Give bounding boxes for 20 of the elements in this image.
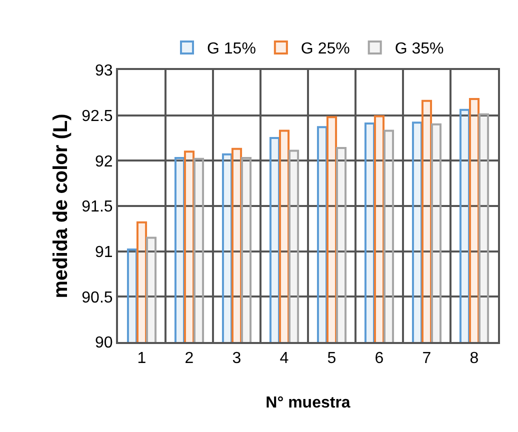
y-tick-label: 92.5 [82, 108, 113, 125]
x-tick-label: 5 [327, 350, 336, 368]
x-tick-label: 2 [184, 350, 194, 368]
y-tick-label: 92 [95, 153, 113, 170]
y-tick-label: 93 [95, 62, 113, 80]
x-tick-label: 8 [470, 350, 479, 368]
y-tick-label: 90 [95, 334, 113, 352]
legend-label: G 25% [300, 40, 350, 58]
x-axis-title: N° muestra [266, 394, 350, 412]
legend-label: G 15% [207, 40, 256, 58]
x-tick-label: 1 [137, 350, 146, 368]
x-tick-label: 7 [422, 350, 432, 368]
x-tick-label: 4 [280, 350, 289, 368]
x-tick-label: 6 [374, 350, 384, 368]
y-tick-label: 90.5 [82, 289, 113, 306]
y-tick-label: 91.5 [82, 198, 113, 216]
y-tick-label: 91 [95, 244, 113, 261]
x-tick-label: 3 [232, 350, 242, 368]
y-axis-title: medida de color (L) [50, 114, 72, 298]
legend-label: G 35% [394, 40, 444, 58]
